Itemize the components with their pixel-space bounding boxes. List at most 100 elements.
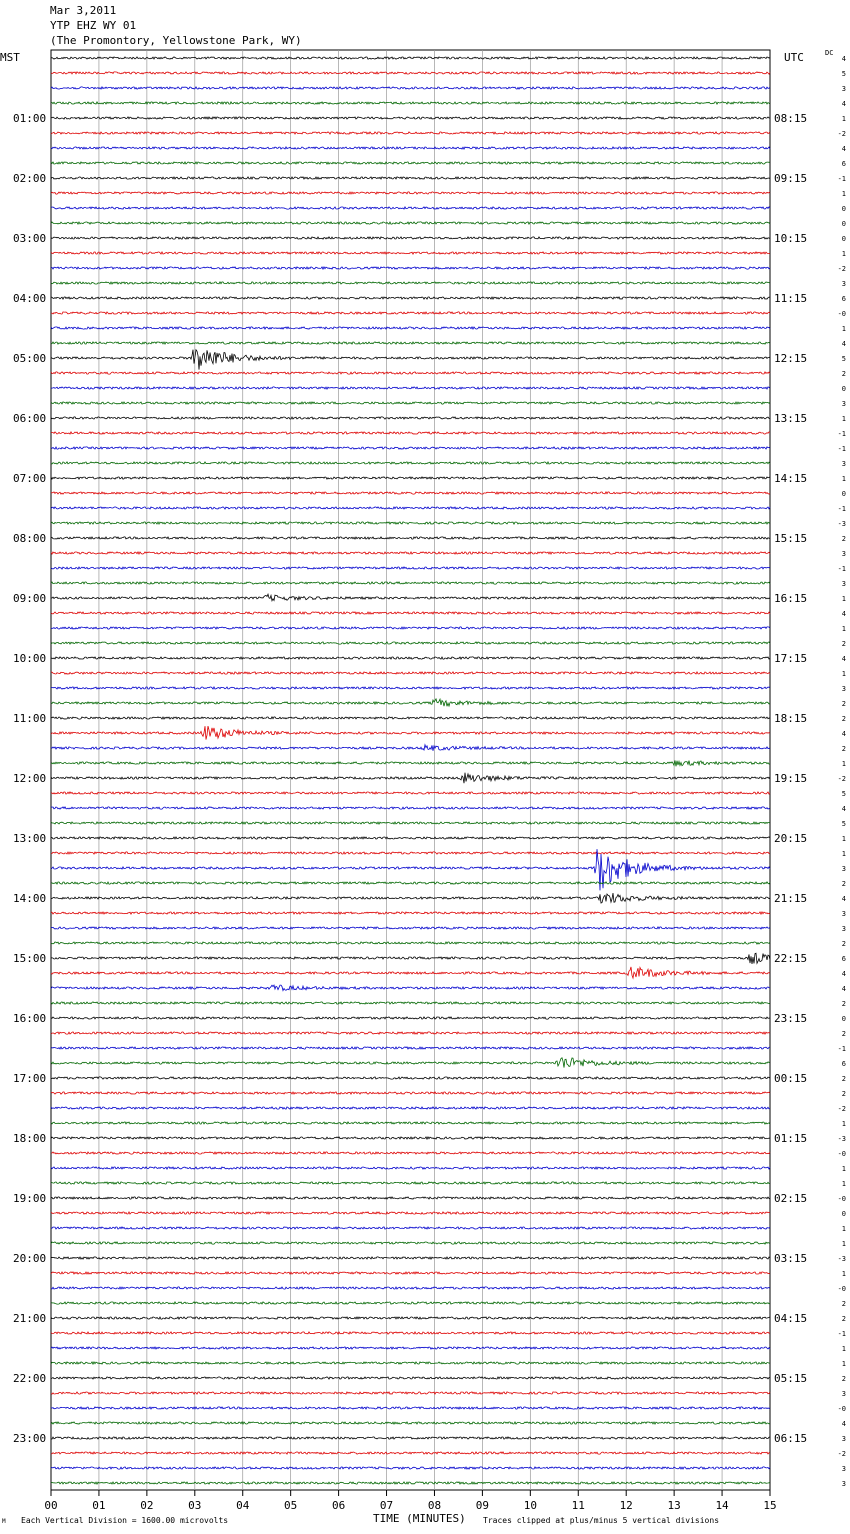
x-tick-label: 05 xyxy=(284,1499,297,1512)
dc-offset-value: -2 xyxy=(838,265,846,273)
trace-line xyxy=(50,431,771,435)
dc-offset-value: 5 xyxy=(842,355,846,363)
dc-offset-value: 2 xyxy=(842,880,846,888)
trace-line xyxy=(50,401,771,405)
dc-offset-value: 3 xyxy=(842,580,846,588)
x-tick-label: 06 xyxy=(332,1499,345,1512)
plot-frame xyxy=(50,49,771,1491)
x-tick-label: 04 xyxy=(236,1499,250,1512)
trace-line xyxy=(50,1256,771,1260)
hour-label-left: 23:00 xyxy=(13,1432,46,1445)
dc-offset-value: -2 xyxy=(838,1450,846,1458)
dc-offset-value: -0 xyxy=(838,1195,846,1203)
trace-line xyxy=(50,371,771,375)
trace-line xyxy=(50,146,771,150)
trace-line xyxy=(50,160,771,165)
hour-label-left: 01:00 xyxy=(13,112,46,125)
dc-offset-value: 1 xyxy=(842,1225,846,1233)
trace-line xyxy=(50,1196,771,1201)
dc-offset-value: 4 xyxy=(842,610,846,618)
x-tick-label: 01 xyxy=(92,1499,105,1512)
dc-offset-value: 4 xyxy=(842,970,846,978)
dc-offset-value: 3 xyxy=(842,1435,846,1443)
trace-line xyxy=(50,1466,771,1470)
trace-line xyxy=(50,1346,771,1350)
x-tick-label: 03 xyxy=(188,1499,201,1512)
hour-label-right: 00:15 xyxy=(774,1072,807,1085)
dc-offset-value: 2 xyxy=(842,1300,846,1308)
dc-offset-value: 1 xyxy=(842,1360,846,1368)
dc-offset-value: -0 xyxy=(838,310,846,318)
trace-line xyxy=(50,325,771,331)
dc-offset-value: 1 xyxy=(842,1165,846,1173)
dc-offset-value: 3 xyxy=(842,685,846,693)
dc-offset-value: 0 xyxy=(842,235,846,243)
dc-offset-value: 3 xyxy=(842,400,846,408)
dc-offset-value: -0 xyxy=(838,1405,846,1413)
hour-label-right: 12:15 xyxy=(774,352,807,365)
hour-label-left: 13:00 xyxy=(13,832,46,845)
hour-label-left: 12:00 xyxy=(13,772,46,785)
dc-offset-value: 4 xyxy=(842,655,846,663)
dc-offset-value: 4 xyxy=(842,55,846,63)
dc-offset-value: -2 xyxy=(838,130,846,138)
trace-line xyxy=(50,206,771,210)
hour-label-right: 04:15 xyxy=(774,1312,807,1325)
trace-line xyxy=(50,593,771,602)
dc-offset-value: 1 xyxy=(842,190,846,198)
dc-offset-value: 4 xyxy=(842,1420,846,1428)
x-tick-label: 09 xyxy=(476,1499,489,1512)
hour-label-left: 07:00 xyxy=(13,472,46,485)
dc-offset-value: 1 xyxy=(842,670,846,678)
hour-label-left: 03:00 xyxy=(13,232,46,245)
hour-label-right: 16:15 xyxy=(774,592,807,605)
dc-offset-value: -1 xyxy=(838,565,846,573)
dc-offset-value: 1 xyxy=(842,1180,846,1188)
x-tick-label: 13 xyxy=(668,1499,681,1512)
trace-line xyxy=(50,550,771,556)
left-timezone-label: MST xyxy=(0,51,20,64)
trace-line xyxy=(50,984,771,992)
x-tick-label: 00 xyxy=(44,1499,57,1512)
dc-offset-value: -2 xyxy=(838,775,846,783)
dc-offset-value: 2 xyxy=(842,715,846,723)
dc-offset-value: 3 xyxy=(842,865,846,873)
trace-line xyxy=(50,1226,771,1230)
dc-offset-value: 0 xyxy=(842,205,846,213)
dc-offset-value: 4 xyxy=(842,145,846,153)
clip-note: Traces clipped at plus/minus 5 vertical … xyxy=(483,1516,720,1525)
trace-line xyxy=(50,1286,771,1290)
trace-line xyxy=(50,1271,771,1275)
trace-line xyxy=(50,1166,771,1171)
trace-line xyxy=(50,1376,771,1380)
trace-line xyxy=(50,836,771,840)
trace-line xyxy=(50,821,770,825)
trace-line xyxy=(50,1181,770,1185)
dc-offset-value: 4 xyxy=(842,985,846,993)
trace-line xyxy=(50,1151,771,1155)
trace-line xyxy=(50,1091,771,1095)
trace-line xyxy=(50,566,771,570)
hour-label-left: 08:00 xyxy=(13,532,46,545)
trace-line xyxy=(50,611,771,615)
dc-offset-value: -1 xyxy=(838,175,846,183)
trace-line xyxy=(50,1406,771,1410)
dc-offset-value: 1 xyxy=(842,1120,846,1128)
dc-offset-value: 1 xyxy=(842,325,846,333)
dc-offset-value: 1 xyxy=(842,475,846,483)
trace-line xyxy=(50,191,771,195)
dc-offset-value: -1 xyxy=(838,1330,846,1338)
dc-offset-value: 2 xyxy=(842,1315,846,1323)
dc-offset-value: 0 xyxy=(842,1015,846,1023)
dc-offset-value: 1 xyxy=(842,115,846,123)
hour-label-left: 15:00 xyxy=(13,952,46,965)
hour-label-right: 21:15 xyxy=(774,892,807,905)
dc-offset-value: 6 xyxy=(842,160,846,168)
x-tick-label: 10 xyxy=(524,1499,537,1512)
dc-offset-value: 4 xyxy=(842,340,846,348)
right-timezone-label: UTC xyxy=(784,51,804,64)
trace-line xyxy=(50,1001,771,1005)
trace-line xyxy=(50,806,771,810)
trace-line xyxy=(50,236,771,240)
trace-line xyxy=(50,743,771,751)
